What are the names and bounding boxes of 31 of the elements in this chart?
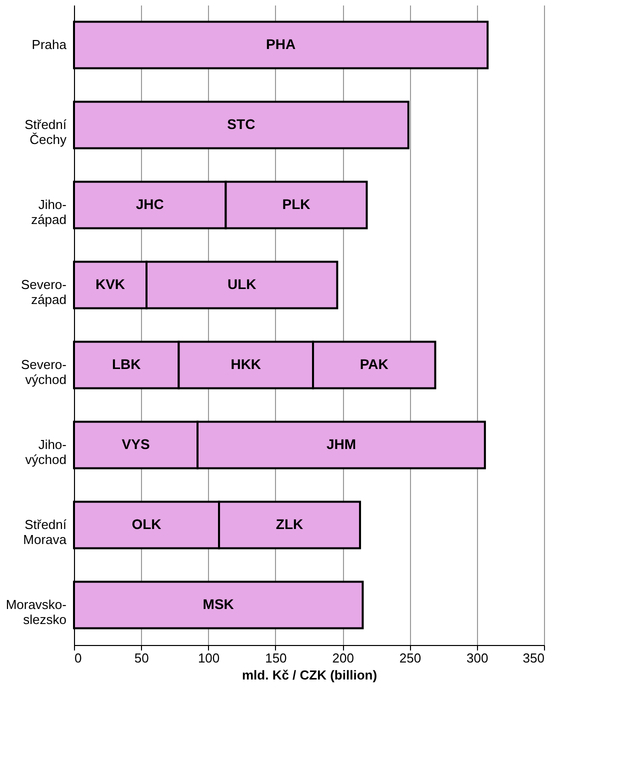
data-label: LBK xyxy=(112,356,141,372)
data-label: JHC xyxy=(136,196,164,212)
data-label: ZLK xyxy=(276,516,304,532)
x-tick-label: 0 xyxy=(74,650,82,666)
y-tick-label: Praha xyxy=(32,37,68,52)
y-tick-label: Střední Čechy xyxy=(24,117,67,147)
data-label: PLK xyxy=(282,196,310,212)
y-tick-label: Severo-východ xyxy=(20,357,66,387)
data-label: STC xyxy=(227,116,256,132)
y-tick-label: Střední Morava xyxy=(23,517,68,547)
data-label: HKK xyxy=(230,356,262,372)
y-tick-label: Moravsko-slezsko xyxy=(6,597,66,627)
data-label: MSK xyxy=(202,596,234,612)
y-tick-label: Jiho-západ xyxy=(31,197,66,227)
x-axis-title: mld. Kč / CZK (billion) xyxy=(242,668,378,682)
y-tick-label: Severo-západ xyxy=(20,277,66,307)
x-tick-label: 150 xyxy=(265,650,287,666)
x-tick-label: 300 xyxy=(466,650,488,666)
data-label: PHA xyxy=(266,36,296,52)
x-tick-label: 50 xyxy=(134,650,149,666)
data-label: ULK xyxy=(227,276,256,292)
data-label: JHM xyxy=(326,436,356,452)
x-tick-label: 350 xyxy=(522,650,544,666)
data-label: KVK xyxy=(95,276,126,292)
x-tick-label: 100 xyxy=(198,650,220,666)
data-label: OLK xyxy=(132,516,162,532)
y-tick-label: Jiho-východ xyxy=(25,437,66,467)
data-label: PAK xyxy=(360,356,388,372)
x-tick-label: 250 xyxy=(399,650,422,666)
x-tick-label: 200 xyxy=(332,650,354,666)
data-label: VYS xyxy=(122,436,150,452)
